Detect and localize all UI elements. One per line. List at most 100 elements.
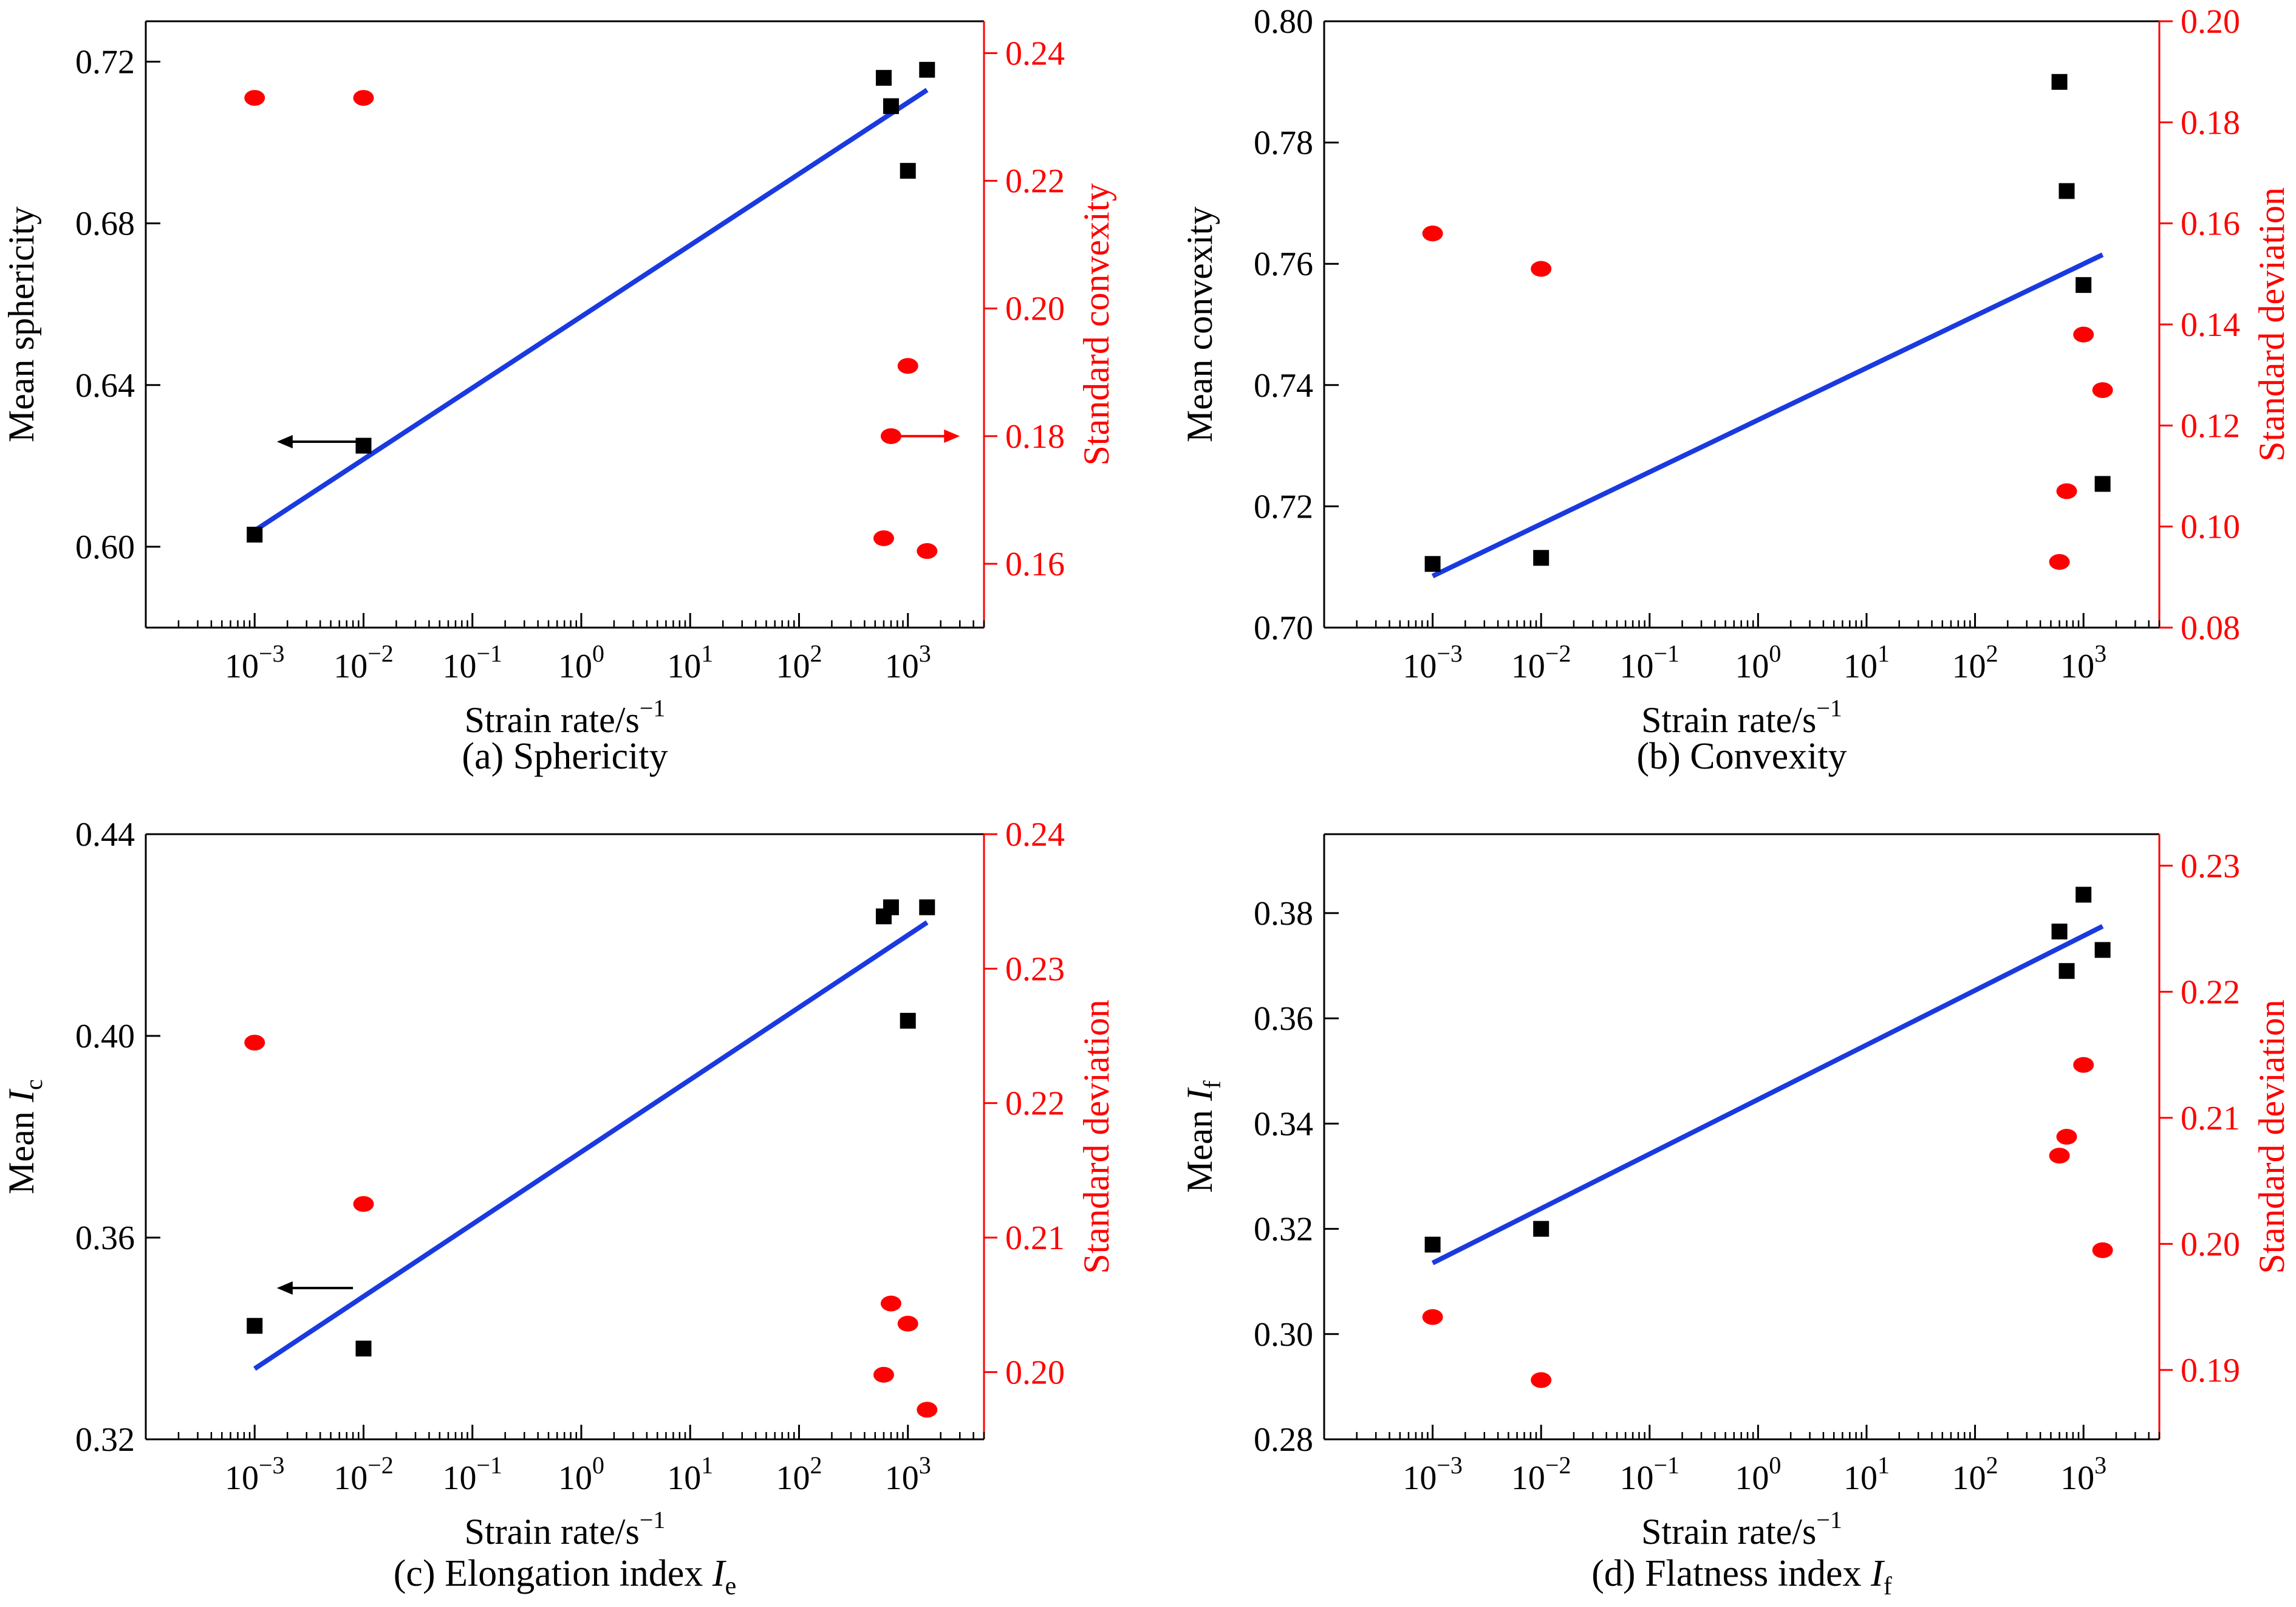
mean-point bbox=[883, 98, 899, 114]
y-right-tick-label: 0.22 bbox=[2181, 973, 2240, 1011]
std-point bbox=[244, 1035, 265, 1051]
y-right-tick-label: 0.23 bbox=[1005, 950, 1065, 988]
x-tick-label: 10−3 bbox=[1403, 640, 1463, 685]
y-right-tick-label: 0.19 bbox=[2181, 1352, 2240, 1389]
y-tick-label: 0.32 bbox=[75, 1421, 135, 1459]
y-right-tick-label: 0.18 bbox=[2181, 104, 2240, 142]
y-right-tick-label: 0.20 bbox=[1005, 1354, 1065, 1391]
y-right-tick-label: 0.24 bbox=[1005, 816, 1065, 854]
chart-panel-c: 10−3 10−2 10−1 100 101 102 103 0.32 0.36 0.40 0.44… bbox=[1, 816, 1116, 1600]
y-tick-label: 0.76 bbox=[1254, 245, 1313, 283]
mean-point bbox=[900, 1013, 916, 1029]
y-right-tick-label: 0.22 bbox=[1005, 1085, 1065, 1123]
mean-point bbox=[2076, 277, 2092, 293]
fit-line bbox=[253, 87, 929, 533]
std-point bbox=[917, 1402, 938, 1418]
y-right-tick-label: 0.22 bbox=[1005, 163, 1065, 200]
x-tick-label: 103 bbox=[885, 640, 931, 685]
y-tick-label: 0.34 bbox=[1254, 1105, 1313, 1143]
x-tick-label: 10−2 bbox=[333, 640, 394, 685]
y-right-tick-label: 0.23 bbox=[2181, 848, 2240, 885]
y-axis-label: Mean sphericity bbox=[1, 207, 41, 442]
x-tick-label: 101 bbox=[667, 640, 713, 685]
panel-caption: (c) Elongation index Ie bbox=[394, 1553, 736, 1600]
y-right-tick-label: 0.08 bbox=[2181, 609, 2240, 647]
std-point bbox=[1531, 1372, 1552, 1388]
mean-point bbox=[2094, 942, 2111, 958]
y-tick-label: 0.72 bbox=[75, 44, 135, 81]
mean-point bbox=[1424, 1236, 1441, 1253]
std-point bbox=[2049, 553, 2070, 570]
y-right-tick-label: 0.16 bbox=[2181, 205, 2240, 243]
x-axis-label: Strain rate/s−1 bbox=[1641, 1506, 1842, 1552]
x-tick-label: 100 bbox=[558, 1451, 604, 1497]
panel-caption: (b) Convexity bbox=[1636, 736, 1847, 777]
std-point bbox=[897, 358, 918, 374]
y-tick-label: 0.28 bbox=[1254, 1421, 1313, 1459]
std-point bbox=[2049, 1148, 2070, 1164]
std-point bbox=[353, 1196, 374, 1212]
mean-point bbox=[900, 163, 916, 179]
x-tick-label: 10−2 bbox=[333, 1451, 394, 1497]
mean-point bbox=[247, 1318, 263, 1334]
chart-panel-d: 10−3 10−2 10−1 100 101 102 103 0.28 0.30 0.32 0.34… bbox=[1180, 833, 2292, 1600]
x-tick-label: 101 bbox=[1843, 1451, 1890, 1497]
y-tick-label: 0.60 bbox=[75, 529, 135, 566]
std-point bbox=[2073, 1057, 2094, 1073]
y-tick-label: 0.80 bbox=[1254, 3, 1313, 41]
y-right-tick-label: 0.10 bbox=[2181, 509, 2240, 546]
std-point bbox=[2092, 382, 2113, 399]
x-tick-label: 102 bbox=[1952, 1451, 1998, 1497]
mean-point bbox=[1533, 1221, 1549, 1237]
mean-axis-arrowhead bbox=[276, 434, 293, 448]
x-tick-label: 102 bbox=[1952, 640, 1998, 685]
mean-point bbox=[1533, 550, 1549, 566]
y-axis-label: Mean Ic bbox=[1, 1079, 47, 1194]
x-tick-label: 100 bbox=[1735, 640, 1781, 685]
x-tick-label: 101 bbox=[1843, 640, 1890, 685]
y-right-tick-label: 0.16 bbox=[1005, 546, 1065, 583]
std-point bbox=[1422, 225, 1443, 242]
std-point bbox=[1531, 261, 1552, 277]
y-right-tick-label: 0.18 bbox=[1005, 418, 1065, 456]
y-tick-label: 0.44 bbox=[75, 816, 135, 854]
x-axis-label: Strain rate/s−1 bbox=[465, 1506, 666, 1552]
y-right-axis-label: Standard deviation bbox=[2252, 999, 2292, 1274]
y-right-tick-label: 0.21 bbox=[1005, 1219, 1065, 1257]
x-tick-label: 10−3 bbox=[1403, 1451, 1463, 1497]
y-tick-label: 0.72 bbox=[1254, 488, 1313, 526]
chart-panel-b: 10−3 10−2 10−1 100 101 102 103 0.70 0.72 0.74 0.76… bbox=[1180, 3, 2292, 777]
fit-line bbox=[1431, 923, 2104, 1266]
mean-point bbox=[883, 899, 899, 916]
std-point bbox=[2056, 1129, 2077, 1145]
x-tick-label: 102 bbox=[776, 640, 822, 685]
x-tick-label: 100 bbox=[1735, 1451, 1781, 1497]
mean-point bbox=[355, 1340, 372, 1357]
x-tick-label: 10−3 bbox=[225, 640, 285, 685]
x-tick-label: 10−2 bbox=[1511, 1451, 1571, 1497]
mean-point bbox=[355, 437, 372, 454]
x-tick-label: 10−1 bbox=[442, 1451, 502, 1497]
mean-point bbox=[919, 61, 935, 78]
y-right-axis-label: Standard convexity bbox=[1076, 183, 1116, 466]
x-tick-label: 101 bbox=[667, 1451, 713, 1497]
y-tick-label: 0.36 bbox=[1254, 1000, 1313, 1038]
y-tick-label: 0.30 bbox=[1254, 1316, 1313, 1354]
panel-caption: (d) Flatness index If bbox=[1591, 1553, 1891, 1600]
y-right-tick-label: 0.24 bbox=[1005, 35, 1065, 73]
mean-point bbox=[919, 899, 935, 916]
mean-point bbox=[2059, 963, 2075, 979]
mean-axis-arrowhead bbox=[276, 1281, 293, 1295]
x-tick-label: 103 bbox=[885, 1451, 931, 1497]
std-point bbox=[353, 90, 374, 106]
mean-point bbox=[2076, 886, 2092, 903]
y-right-tick-label: 0.20 bbox=[2181, 3, 2240, 41]
y-tick-label: 0.64 bbox=[75, 367, 135, 405]
x-tick-label: 10−1 bbox=[1620, 640, 1680, 685]
std-point bbox=[873, 530, 894, 546]
std-axis-arrowhead bbox=[944, 429, 960, 443]
fit-line bbox=[253, 920, 929, 1371]
fit-line bbox=[1431, 252, 2104, 578]
y-right-axis-label: Standard deviation bbox=[1076, 999, 1116, 1274]
